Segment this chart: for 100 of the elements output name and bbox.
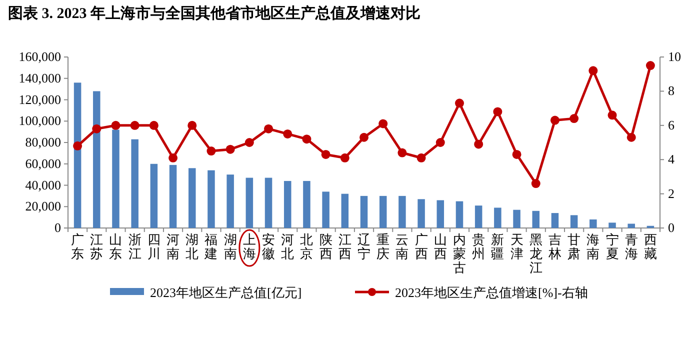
x-tick-label: 江西 [338, 232, 352, 261]
y2-tick-label: 0 [668, 220, 674, 235]
bar [188, 168, 196, 228]
y2-tick-label: 4 [668, 152, 675, 167]
point [244, 138, 254, 147]
bar [436, 200, 444, 228]
x-tick-label: 河北 [281, 232, 294, 261]
x-tick-label: 山东 [109, 232, 122, 261]
point [531, 179, 540, 188]
bar [341, 194, 349, 228]
bar [608, 222, 616, 228]
x-tick-label: 贵州 [472, 232, 486, 261]
bar [551, 213, 559, 228]
x-tick-label: 福建 [204, 232, 218, 261]
point [226, 144, 235, 154]
point [550, 116, 560, 125]
y2-tick-label: 2 [668, 186, 674, 201]
point [454, 98, 464, 108]
x-tick-label: 广东 [71, 232, 84, 261]
y-tick-label: 40,000 [25, 177, 61, 192]
chart-title: 图表 3. 2023 年上海市与全国其他省市地区生产总值及增速对比 [8, 4, 420, 22]
x-tick-label: 海南 [586, 232, 600, 261]
point [264, 124, 274, 134]
point [398, 148, 407, 158]
y2-tick-label: 6 [668, 117, 675, 132]
x-tick-label: 湖南 [224, 232, 237, 261]
y2-tick-label: 10 [668, 49, 681, 64]
point [493, 107, 502, 116]
x-tick-label: 新疆 [491, 232, 504, 261]
x-tick-label: 云南 [396, 232, 409, 261]
x-tick-label: 青海 [624, 232, 638, 261]
point [188, 120, 197, 130]
point [92, 124, 102, 134]
point [111, 120, 120, 130]
point [570, 114, 579, 124]
y-tick-label: 120,000 [18, 92, 61, 107]
x-tick-label: 河南 [166, 232, 180, 261]
bar [590, 219, 597, 228]
x-tick-label: 广西 [414, 232, 428, 261]
x-tick-label: 浙江 [128, 232, 142, 261]
point [168, 153, 178, 162]
x-tick-label: 北京 [300, 232, 314, 261]
y-tick-label: 60,000 [25, 156, 61, 171]
x-tick-label: 黑龙江 [529, 232, 542, 275]
bar [322, 192, 330, 228]
bar [246, 178, 254, 228]
x-tick-label: 上海 [242, 232, 256, 261]
point [608, 110, 617, 120]
bar [418, 199, 425, 228]
bar [208, 170, 215, 228]
bar [303, 180, 310, 228]
point [321, 150, 330, 159]
x-tick-label: 湖北 [186, 232, 199, 261]
point [436, 138, 445, 147]
y-tick-label: 160,000 [18, 49, 61, 64]
y-tick-label: 0 [54, 220, 61, 235]
x-tick-label: 重庆 [376, 232, 390, 261]
legend-label: 2023年地区生产总值增速[%]-右轴 [395, 285, 588, 300]
x-tick-label: 安徽 [262, 232, 276, 261]
x-tick-label: 甘肃 [568, 232, 581, 261]
bar [570, 215, 578, 228]
point [360, 132, 368, 142]
bar [379, 196, 387, 228]
bar [532, 210, 540, 228]
bar [169, 164, 177, 228]
x-tick-label: 陕西 [319, 232, 332, 261]
point [626, 132, 636, 142]
bar [93, 91, 100, 228]
point [73, 141, 82, 150]
point [474, 140, 484, 149]
x-tick-label: 天津 [510, 232, 524, 261]
point [588, 66, 598, 76]
x-tick-label: 四川 [147, 232, 160, 261]
bar [474, 206, 482, 228]
point [512, 150, 522, 159]
point [416, 153, 426, 162]
x-tick-label: 宁夏 [606, 232, 619, 261]
point [149, 120, 158, 130]
x-tick-label: 江苏 [90, 232, 104, 261]
bar [150, 164, 158, 228]
x-tick-label: 吉林 [547, 232, 562, 261]
y-tick-label: 20,000 [25, 198, 61, 214]
point [302, 134, 312, 144]
bar [360, 196, 368, 228]
point [646, 61, 655, 70]
y-tick-label: 140,000 [18, 70, 61, 86]
y2-tick-label: 8 [668, 83, 674, 98]
y-tick-label: 100,000 [18, 113, 61, 128]
point [130, 120, 140, 130]
bar [74, 82, 82, 228]
bar [398, 196, 406, 228]
bar [494, 208, 502, 228]
bar [456, 201, 464, 228]
x-tick-label: 辽宁 [358, 232, 370, 261]
x-tick-label: 西藏 [644, 232, 657, 261]
bar [513, 210, 520, 228]
bar [264, 178, 272, 228]
bar [131, 139, 138, 228]
point [206, 146, 216, 156]
bar [284, 180, 292, 228]
